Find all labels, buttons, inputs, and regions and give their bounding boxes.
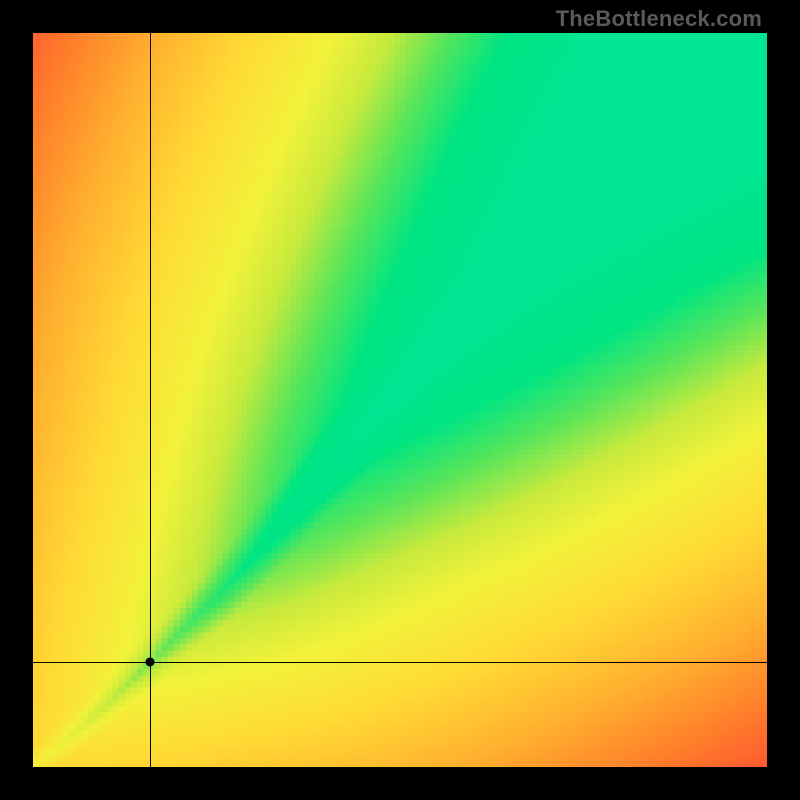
crosshair-horizontal xyxy=(33,662,767,663)
chart-container: TheBottleneck.com xyxy=(0,0,800,800)
heatmap-canvas xyxy=(33,33,767,767)
heatmap-plot xyxy=(33,33,767,767)
data-point-marker xyxy=(146,658,155,667)
watermark-text: TheBottleneck.com xyxy=(556,6,762,32)
